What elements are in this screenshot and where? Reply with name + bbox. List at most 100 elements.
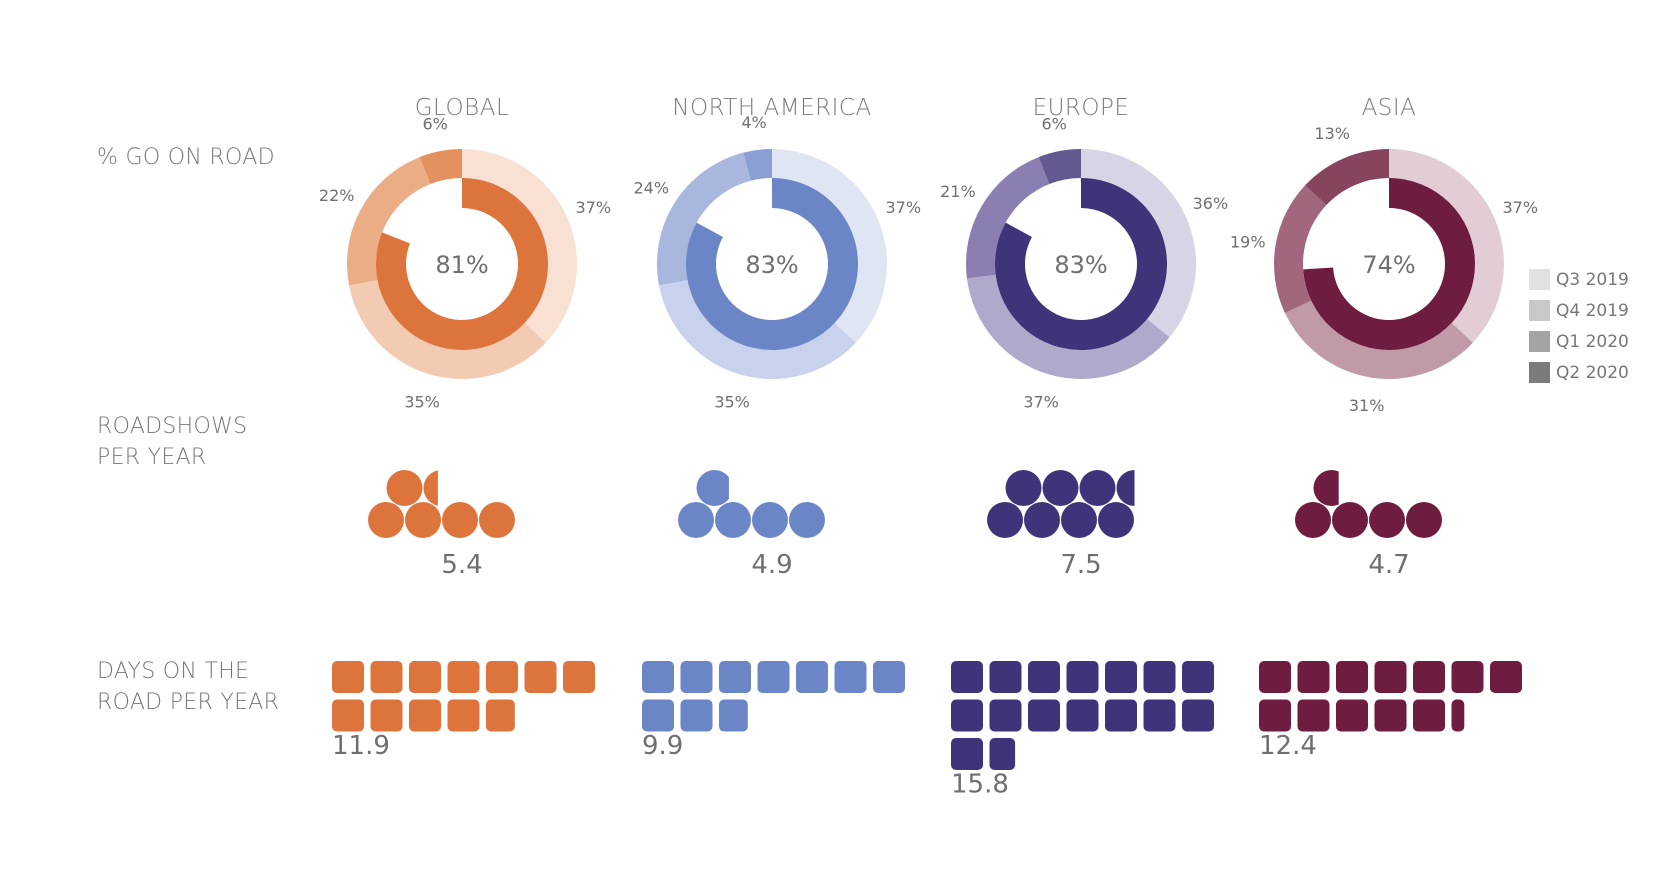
europe-ring-q3-segment [966,157,1050,279]
legend-item-q4-2019: Q4 2019 [1529,295,1629,326]
north-america-day-square [757,661,790,693]
row-label-roadshows: ROADSHOWS PER YEAR [97,411,247,473]
global-day-square [370,699,403,732]
asia-ring-q1-segment [1389,149,1504,343]
asia-center-label: 74% [1362,251,1415,279]
europe-roadshow-dot [1024,502,1060,538]
north-america-roadshows-value: 4.9 [751,550,792,580]
north-america-ring-q1-segment [772,149,887,343]
global-ring-q2-label: 35% [404,392,440,411]
asia-ring-q2-label: 31% [1349,396,1385,415]
north-america-ring-q3-label: 24% [633,178,669,197]
legend-swatch-q2-2020 [1529,362,1550,383]
global-day-square [563,661,595,693]
europe-roadshow-dot-partial [1116,470,1135,506]
legend-swatch-q3-2019 [1529,269,1550,290]
europe-day-square [1182,661,1214,693]
global-roadshow-dot [368,502,404,538]
legend-label-q3-2019: Q3 2019 [1556,269,1629,290]
europe-day-square [1182,699,1214,732]
north-america-ring-q2-label: 35% [714,392,750,411]
north-america-roadshow-dot [789,502,825,538]
europe-day-square [1143,699,1176,732]
north-america-inner-arc [686,178,858,350]
europe-roadshow-dot [987,502,1023,538]
europe-days-value: 15.8 [951,770,1009,800]
asia-day-square [1336,661,1368,693]
global-ring-q3-label: 22% [319,186,355,205]
asia-day-square [1259,661,1291,693]
row-label-roadshows-line2: PER YEAR [97,445,207,470]
legend-item-q2-2020: Q2 2020 [1529,357,1629,388]
column-title-global: GLOBAL [414,95,510,121]
asia-roadshows-value: 4.7 [1368,550,1409,580]
global-day-square [332,661,364,693]
north-america-day-square [642,699,674,732]
europe-ring-q2-segment [966,274,1170,379]
asia-ring-q4-label: 13% [1314,124,1350,143]
europe-roadshow-dot [1079,470,1116,506]
global-ring-q1-label: 37% [575,198,611,217]
row-label-days-line1: DAYS ON THE [97,659,250,684]
europe-day-square [1066,661,1099,693]
north-america-day-square [796,661,828,693]
north-america-roadshow-dot [678,502,714,538]
asia-day-square [1451,661,1484,693]
north-america-center-label: 83% [745,251,798,279]
europe-day-square [951,738,983,770]
north-america-ring-q2-segment [659,280,856,379]
global-roadshow-dot [386,470,423,506]
north-america-day-square [642,661,674,693]
asia-day-square [1374,661,1407,693]
europe-ring-q2-label: 37% [1023,392,1059,411]
global-roadshow-dot [442,502,478,538]
europe-day-square [951,661,983,693]
global-day-square [486,661,518,693]
row-label-on-road-text: % GO ON ROAD [97,145,275,170]
europe-day-square [1066,699,1099,732]
asia-day-square [1297,661,1330,693]
global-day-square [409,661,441,693]
asia-ring-q2-segment [1284,300,1473,379]
europe-roadshow-dot [1042,470,1079,506]
global-day-square-partial [486,699,515,732]
asia-day-square [1297,699,1330,732]
legend: Q3 2019 Q4 2019 Q1 2020 Q2 2020 [1529,264,1629,388]
europe-day-square-partial [989,738,1016,770]
north-america-day-square [680,661,713,693]
north-america-roadshow-dot-partial [696,470,729,506]
legend-label-q2-2020: Q2 2020 [1556,362,1629,383]
north-america-day-square [834,661,867,693]
global-days-value: 11.9 [332,731,390,761]
asia-day-square [1336,699,1368,732]
global-ring-q1-segment [462,149,577,343]
global-day-square [447,661,480,693]
legend-item-q1-2020: Q1 2020 [1529,326,1629,357]
europe-day-square [1028,661,1060,693]
asia-ring-q1-label: 37% [1502,198,1538,217]
asia-day-square [1374,699,1407,732]
asia-ring-q3-label: 19% [1230,233,1266,252]
europe-roadshow-dot [1005,470,1042,506]
global-ring-q4-label: 6% [423,115,448,134]
row-label-days: DAYS ON THE ROAD PER YEAR [97,656,279,718]
europe-day-square [989,661,1022,693]
global-roadshow-dot-partial [423,470,438,506]
row-label-roadshows-line1: ROADSHOWS [97,414,248,439]
asia-day-square [1259,699,1291,732]
asia-roadshow-dot [1295,502,1331,538]
global-ring-q2-segment [349,280,546,379]
north-america-ring-q1-label: 37% [885,198,921,217]
europe-ring-q4-label: 6% [1042,115,1067,134]
asia-ring-q3-segment [1273,185,1327,313]
north-america-ring-q4-label: 4% [741,113,766,132]
global-day-square [409,699,441,732]
asia-roadshow-dot [1332,502,1368,538]
europe-day-square [951,699,983,732]
asia-day-square [1490,661,1522,693]
column-title-north-america: NORTH AMERICA [672,95,872,121]
asia-roadshow-dot-partial [1313,470,1339,506]
global-day-square [524,661,557,693]
row-label-days-line2: ROAD PER YEAR [97,690,280,715]
